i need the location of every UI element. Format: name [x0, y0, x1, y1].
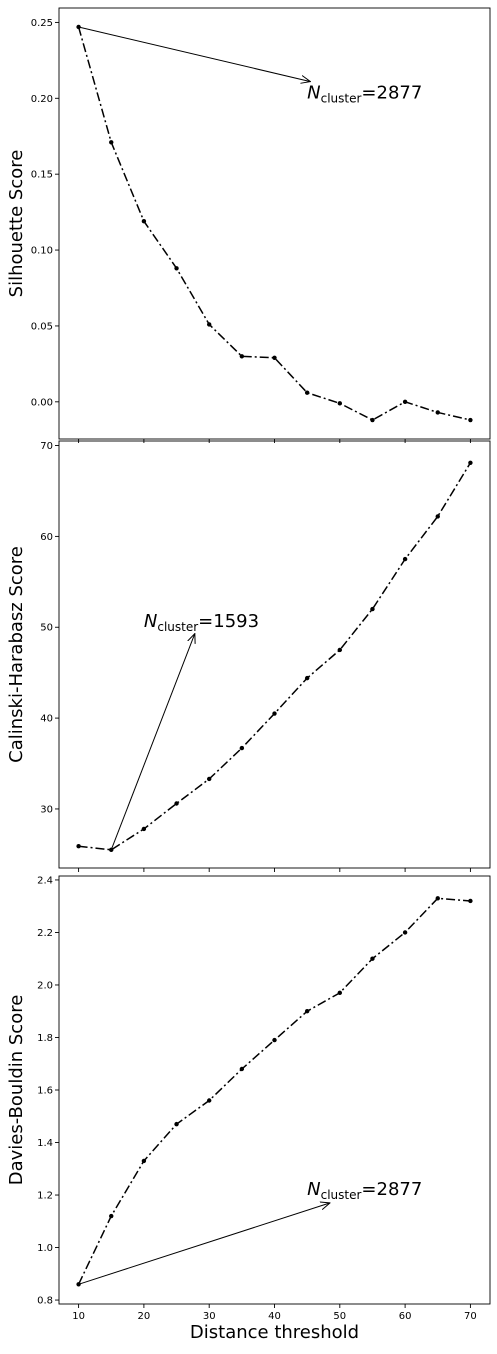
data-point	[109, 140, 114, 145]
data-point	[141, 826, 147, 832]
x-axis-label: Distance threshold	[190, 1322, 359, 1343]
x-tick-label: 40	[268, 1311, 281, 1322]
annotation-label: Ncluster=2877	[307, 82, 422, 105]
y-tick-label: 1.0	[37, 1243, 53, 1254]
data-point	[435, 410, 440, 415]
annotation-arrow	[78, 26, 311, 82]
data-point	[174, 1121, 179, 1127]
y-tick-label: 1.2	[37, 1191, 53, 1202]
data-point	[272, 355, 277, 361]
data-point	[174, 266, 179, 271]
y-tick-label: 2.2	[37, 928, 53, 939]
annotation-subscript: cluster	[321, 1188, 362, 1202]
annotation-arrow	[78, 1203, 330, 1285]
data-point	[468, 417, 473, 423]
y-tick-label: 0.25	[31, 18, 53, 29]
y-tick-label: 0.8	[37, 1296, 53, 1307]
data-point	[402, 556, 408, 562]
series-line	[78, 462, 472, 851]
data-point	[174, 801, 179, 806]
series-line	[77, 897, 471, 1285]
data-point	[206, 776, 212, 782]
y-tick-label: 0.15	[31, 170, 53, 181]
data-point	[239, 354, 245, 359]
data-point	[370, 417, 375, 423]
x-tick-label: 50	[333, 1311, 346, 1322]
annotation-arrow	[110, 634, 195, 851]
y-tick-label: 0.00	[31, 397, 53, 408]
y-axis-label: Calinski-Harabasz Score	[6, 546, 27, 763]
annotation-value: =2877	[361, 1179, 422, 1200]
data-point	[370, 606, 375, 612]
annotation-subscript: cluster	[321, 91, 362, 105]
annotation-value: =1593	[198, 611, 259, 632]
data-point	[468, 460, 473, 466]
x-tick-label: 20	[138, 1311, 151, 1322]
data-point	[304, 390, 310, 395]
y-tick-label: 2.4	[37, 875, 53, 886]
data-point	[272, 1037, 277, 1043]
axes-frame	[58, 875, 491, 1305]
y-axis-label: Silhouette Score	[6, 150, 27, 298]
y-tick-label: 1.4	[37, 1138, 53, 1149]
data-point	[337, 401, 343, 406]
data-point	[402, 399, 408, 405]
y-tick-label: 50	[40, 623, 53, 634]
axes-frame	[58, 440, 491, 869]
data-point	[272, 711, 277, 716]
data-point	[206, 1098, 212, 1103]
data-point	[76, 1282, 81, 1287]
data-point	[435, 896, 440, 901]
data-point	[435, 514, 440, 519]
y-tick-label: 60	[40, 532, 53, 543]
data-point	[239, 745, 245, 751]
data-point	[141, 219, 147, 224]
annotation-symbol: N	[144, 611, 157, 632]
y-tick-label: 70	[40, 441, 53, 452]
y-tick-label: 30	[40, 804, 53, 815]
subplot-3: 0.8 1.0 1.2 1.4 1.6 1.8 2.0 2.2 2.4 10 20 30 40 50 60 7…	[6, 875, 491, 1343]
data-point	[337, 647, 343, 653]
annotation-subscript: cluster	[157, 620, 198, 634]
data-point	[304, 1009, 310, 1014]
y-tick-label: 0.05	[31, 321, 53, 332]
data-point	[402, 930, 408, 935]
x-tick-label: 30	[203, 1311, 216, 1322]
annotation-symbol: N	[307, 1179, 320, 1200]
data-point	[206, 322, 212, 327]
y-tick-label: 0.10	[31, 246, 53, 257]
y-axis-label: Davies-Bouldin Score	[6, 995, 27, 1186]
y-tick-label: 1.6	[37, 1086, 53, 1097]
y-tick-label: 1.8	[37, 1033, 53, 1044]
x-tick-label: 60	[399, 1311, 412, 1322]
data-point	[468, 898, 473, 904]
subplot-2: 30 40 50 60 70 Calinski-Harabasz Score Ncluste…	[6, 440, 491, 872]
x-tick-label: 10	[72, 1311, 85, 1322]
annotation-label: Ncluster=2877	[307, 1179, 422, 1202]
y-tick-label: 40	[40, 714, 53, 725]
y-tick-label: 2.0	[37, 980, 53, 991]
data-point	[304, 675, 310, 681]
data-point	[109, 1213, 114, 1219]
annotation-symbol: N	[307, 82, 320, 103]
annotation-label: Ncluster=1593	[144, 611, 259, 634]
data-point	[337, 990, 343, 996]
data-point	[76, 843, 81, 849]
annotation-value: =2877	[361, 82, 422, 103]
x-tick-label: 70	[464, 1311, 477, 1322]
y-tick-label: 0.20	[31, 94, 53, 105]
data-point	[141, 1158, 147, 1164]
subplot-1: 0.00 0.05 0.10 0.15 0.20 0.25 Silhouette Score…	[6, 7, 491, 443]
data-point	[370, 956, 375, 961]
data-point	[239, 1066, 245, 1072]
